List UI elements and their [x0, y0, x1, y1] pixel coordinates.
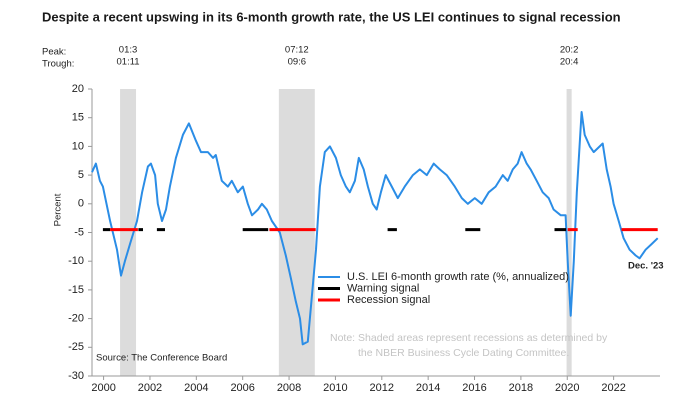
y-tick-label: 10 [72, 140, 84, 152]
chart-title: Despite a recent upswing in its 6-month … [42, 9, 621, 24]
x-tick-label: 2018 [509, 382, 533, 394]
annotation: Dec. '23 [628, 261, 664, 272]
x-tick-label: 2002 [138, 382, 162, 394]
trough-date: 20:4 [560, 57, 579, 68]
y-tick-label: 5 [78, 169, 84, 181]
x-tick-label: 2008 [277, 382, 301, 394]
y-tick-label: 20 [72, 83, 84, 95]
source: Source: The Conference Board [96, 353, 227, 364]
data-line [91, 111, 659, 346]
peak-date: 07:12 [285, 45, 309, 56]
recession-band [566, 89, 572, 376]
note: Note: Shaded areas represent recessions … [330, 332, 608, 344]
x-tick-label: 2000 [91, 382, 115, 394]
x-tick-label: 2006 [230, 382, 254, 394]
recession-band [120, 89, 137, 376]
x-tick-label: 2020 [555, 382, 579, 394]
legend-label: Recession signal [347, 294, 430, 306]
peak-label: Peak: [42, 47, 66, 58]
note: the NBER Business Cycle Dating Committee… [358, 347, 569, 359]
y-axis-label: Percent [53, 193, 64, 226]
peak-date: 01:3 [119, 45, 138, 56]
y-tick-label: -5 [74, 226, 84, 238]
y-tick-label: -20 [68, 313, 84, 325]
x-tick-label: 2022 [601, 382, 625, 394]
y-tick-label: -25 [68, 341, 84, 353]
y-tick-label: -10 [68, 255, 84, 267]
y-tick-label: -15 [68, 284, 84, 296]
x-tick-label: 2004 [184, 382, 208, 394]
trough-date: 09:6 [288, 57, 307, 68]
y-tick-label: -30 [68, 370, 84, 382]
legend-label: U.S. LEI 6-month growth rate (%, annuali… [347, 271, 569, 283]
x-tick-label: 2010 [323, 382, 347, 394]
trough-label: Trough: [42, 59, 74, 70]
y-tick-label: 0 [78, 198, 84, 210]
peak-date: 20:2 [560, 45, 579, 56]
trough-date: 01:11 [117, 57, 140, 68]
x-tick-label: 2014 [416, 382, 440, 394]
x-tick-label: 2012 [370, 382, 394, 394]
legend-label: Warning signal [347, 282, 419, 294]
x-tick-label: 2016 [462, 382, 486, 394]
y-tick-label: 15 [72, 112, 84, 124]
